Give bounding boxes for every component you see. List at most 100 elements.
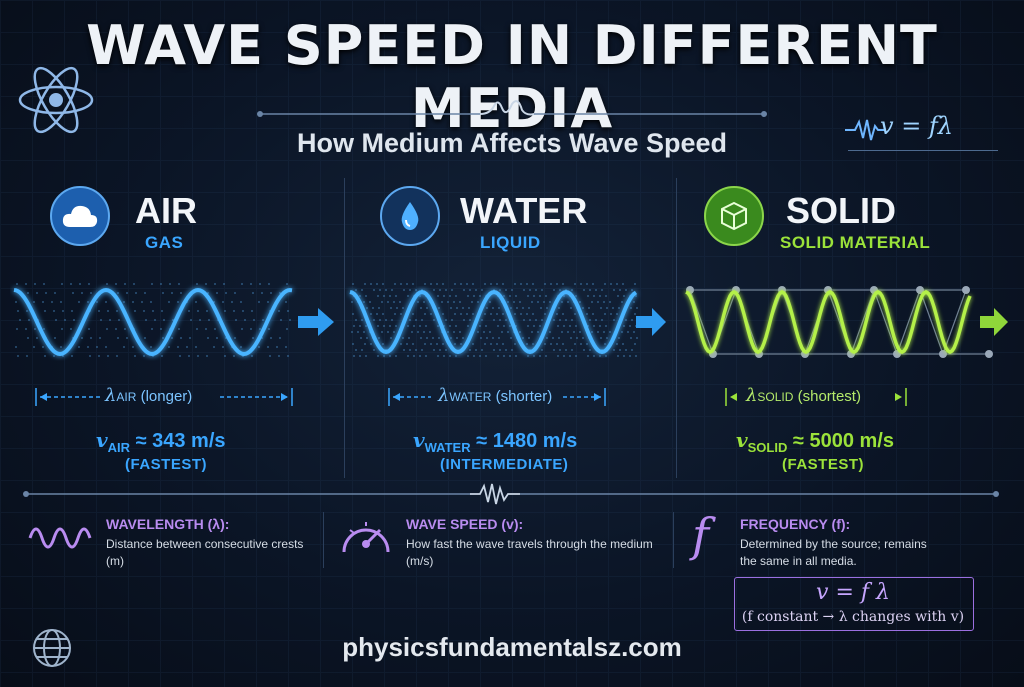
particle-dot	[421, 349, 423, 351]
particle-dot	[526, 343, 528, 345]
particle-dot	[477, 301, 479, 303]
particle-dot	[635, 355, 637, 357]
particle-dot	[575, 355, 577, 357]
particle-dot	[34, 328, 36, 330]
particle-dot	[150, 301, 152, 303]
particle-dot	[558, 337, 560, 339]
particle-dot	[509, 295, 511, 297]
particle-dot	[503, 325, 505, 327]
particle-dot	[363, 331, 365, 333]
particle-dot	[493, 319, 495, 321]
particle-dot	[395, 355, 397, 357]
particle-dot	[623, 325, 625, 327]
particle-dot	[123, 346, 125, 348]
particle-dot	[420, 307, 422, 309]
particle-dot	[399, 301, 401, 303]
particle-dot	[408, 337, 410, 339]
particle-dot	[635, 295, 637, 297]
particle-dot	[400, 343, 402, 345]
particle-dot	[443, 295, 445, 297]
particle-dot	[619, 349, 621, 351]
particle-dot	[466, 283, 468, 285]
particle-dot	[88, 283, 90, 285]
particle-dot	[562, 343, 564, 345]
particle-dot	[151, 328, 153, 330]
particle-dot	[623, 355, 625, 357]
particle-dot	[630, 337, 632, 339]
particle-dot	[496, 283, 498, 285]
particle-dot	[385, 319, 387, 321]
particle-dot	[188, 310, 190, 312]
particle-dot	[417, 331, 419, 333]
particle-dot	[535, 289, 537, 291]
particle-dot	[460, 313, 462, 315]
particle-dot	[609, 331, 611, 333]
particle-dot	[588, 307, 590, 309]
particle-dot	[270, 292, 272, 294]
particle-dot	[124, 283, 126, 285]
particle-dot	[516, 307, 518, 309]
particle-dot	[87, 346, 89, 348]
particle-dot	[389, 295, 391, 297]
lattice-node	[916, 286, 924, 294]
particle-dot	[406, 343, 408, 345]
particle-dot	[430, 283, 432, 285]
particle-dot	[403, 289, 405, 291]
particle-dot	[589, 349, 591, 351]
particle-dot	[251, 355, 253, 357]
particle-dot	[532, 343, 534, 345]
particle-dot	[610, 313, 612, 315]
particle-dot	[605, 355, 607, 357]
particle-dot	[70, 283, 72, 285]
lattice-bond	[919, 289, 944, 355]
particle-dot	[36, 292, 38, 294]
particle-dot	[423, 331, 425, 333]
particle-dot	[589, 319, 591, 321]
particle-dot	[171, 292, 173, 294]
particle-dot	[117, 337, 119, 339]
footer-website[interactable]: physicsfundamentalsz.com	[342, 632, 682, 662]
particle-dot	[453, 301, 455, 303]
particle-dot	[499, 349, 501, 351]
particle-dot	[553, 319, 555, 321]
particle-dot	[267, 301, 269, 303]
particle-dot	[475, 349, 477, 351]
particle-dot	[453, 331, 455, 333]
particle-dot	[498, 307, 500, 309]
particle-dot	[451, 319, 453, 321]
speedometer-icon	[342, 522, 390, 553]
particle-dot	[485, 355, 487, 357]
globe-icon	[33, 629, 71, 667]
particle-dot	[557, 325, 559, 327]
air-title: AIR	[135, 190, 197, 231]
particle-dot	[503, 355, 505, 357]
particle-dot	[361, 349, 363, 351]
particle-dot	[571, 319, 573, 321]
particle-dot	[278, 355, 280, 357]
particle-dot	[177, 346, 179, 348]
particle-dot	[563, 295, 565, 297]
particle-dot	[258, 301, 260, 303]
particle-dot	[467, 355, 469, 357]
particle-dot	[591, 301, 593, 303]
particle-dot	[15, 346, 17, 348]
particle-dot	[462, 337, 464, 339]
particle-dot	[479, 295, 481, 297]
particle-dot	[559, 349, 561, 351]
particle-dot	[205, 328, 207, 330]
particle-dot	[412, 313, 414, 315]
particle-dot	[402, 307, 404, 309]
particle-dot	[604, 283, 606, 285]
particle-dot	[78, 301, 80, 303]
particle-dot	[96, 346, 98, 348]
particle-dot	[603, 331, 605, 333]
particle-dot	[364, 343, 366, 345]
particle-dot	[605, 295, 607, 297]
particle-dot	[143, 355, 145, 357]
particle-dot	[105, 301, 107, 303]
water-title: WATER	[460, 190, 588, 231]
particle-dot	[535, 319, 537, 321]
particle-dot	[556, 343, 558, 345]
particle-dot	[134, 355, 136, 357]
particle-dot	[586, 343, 588, 345]
